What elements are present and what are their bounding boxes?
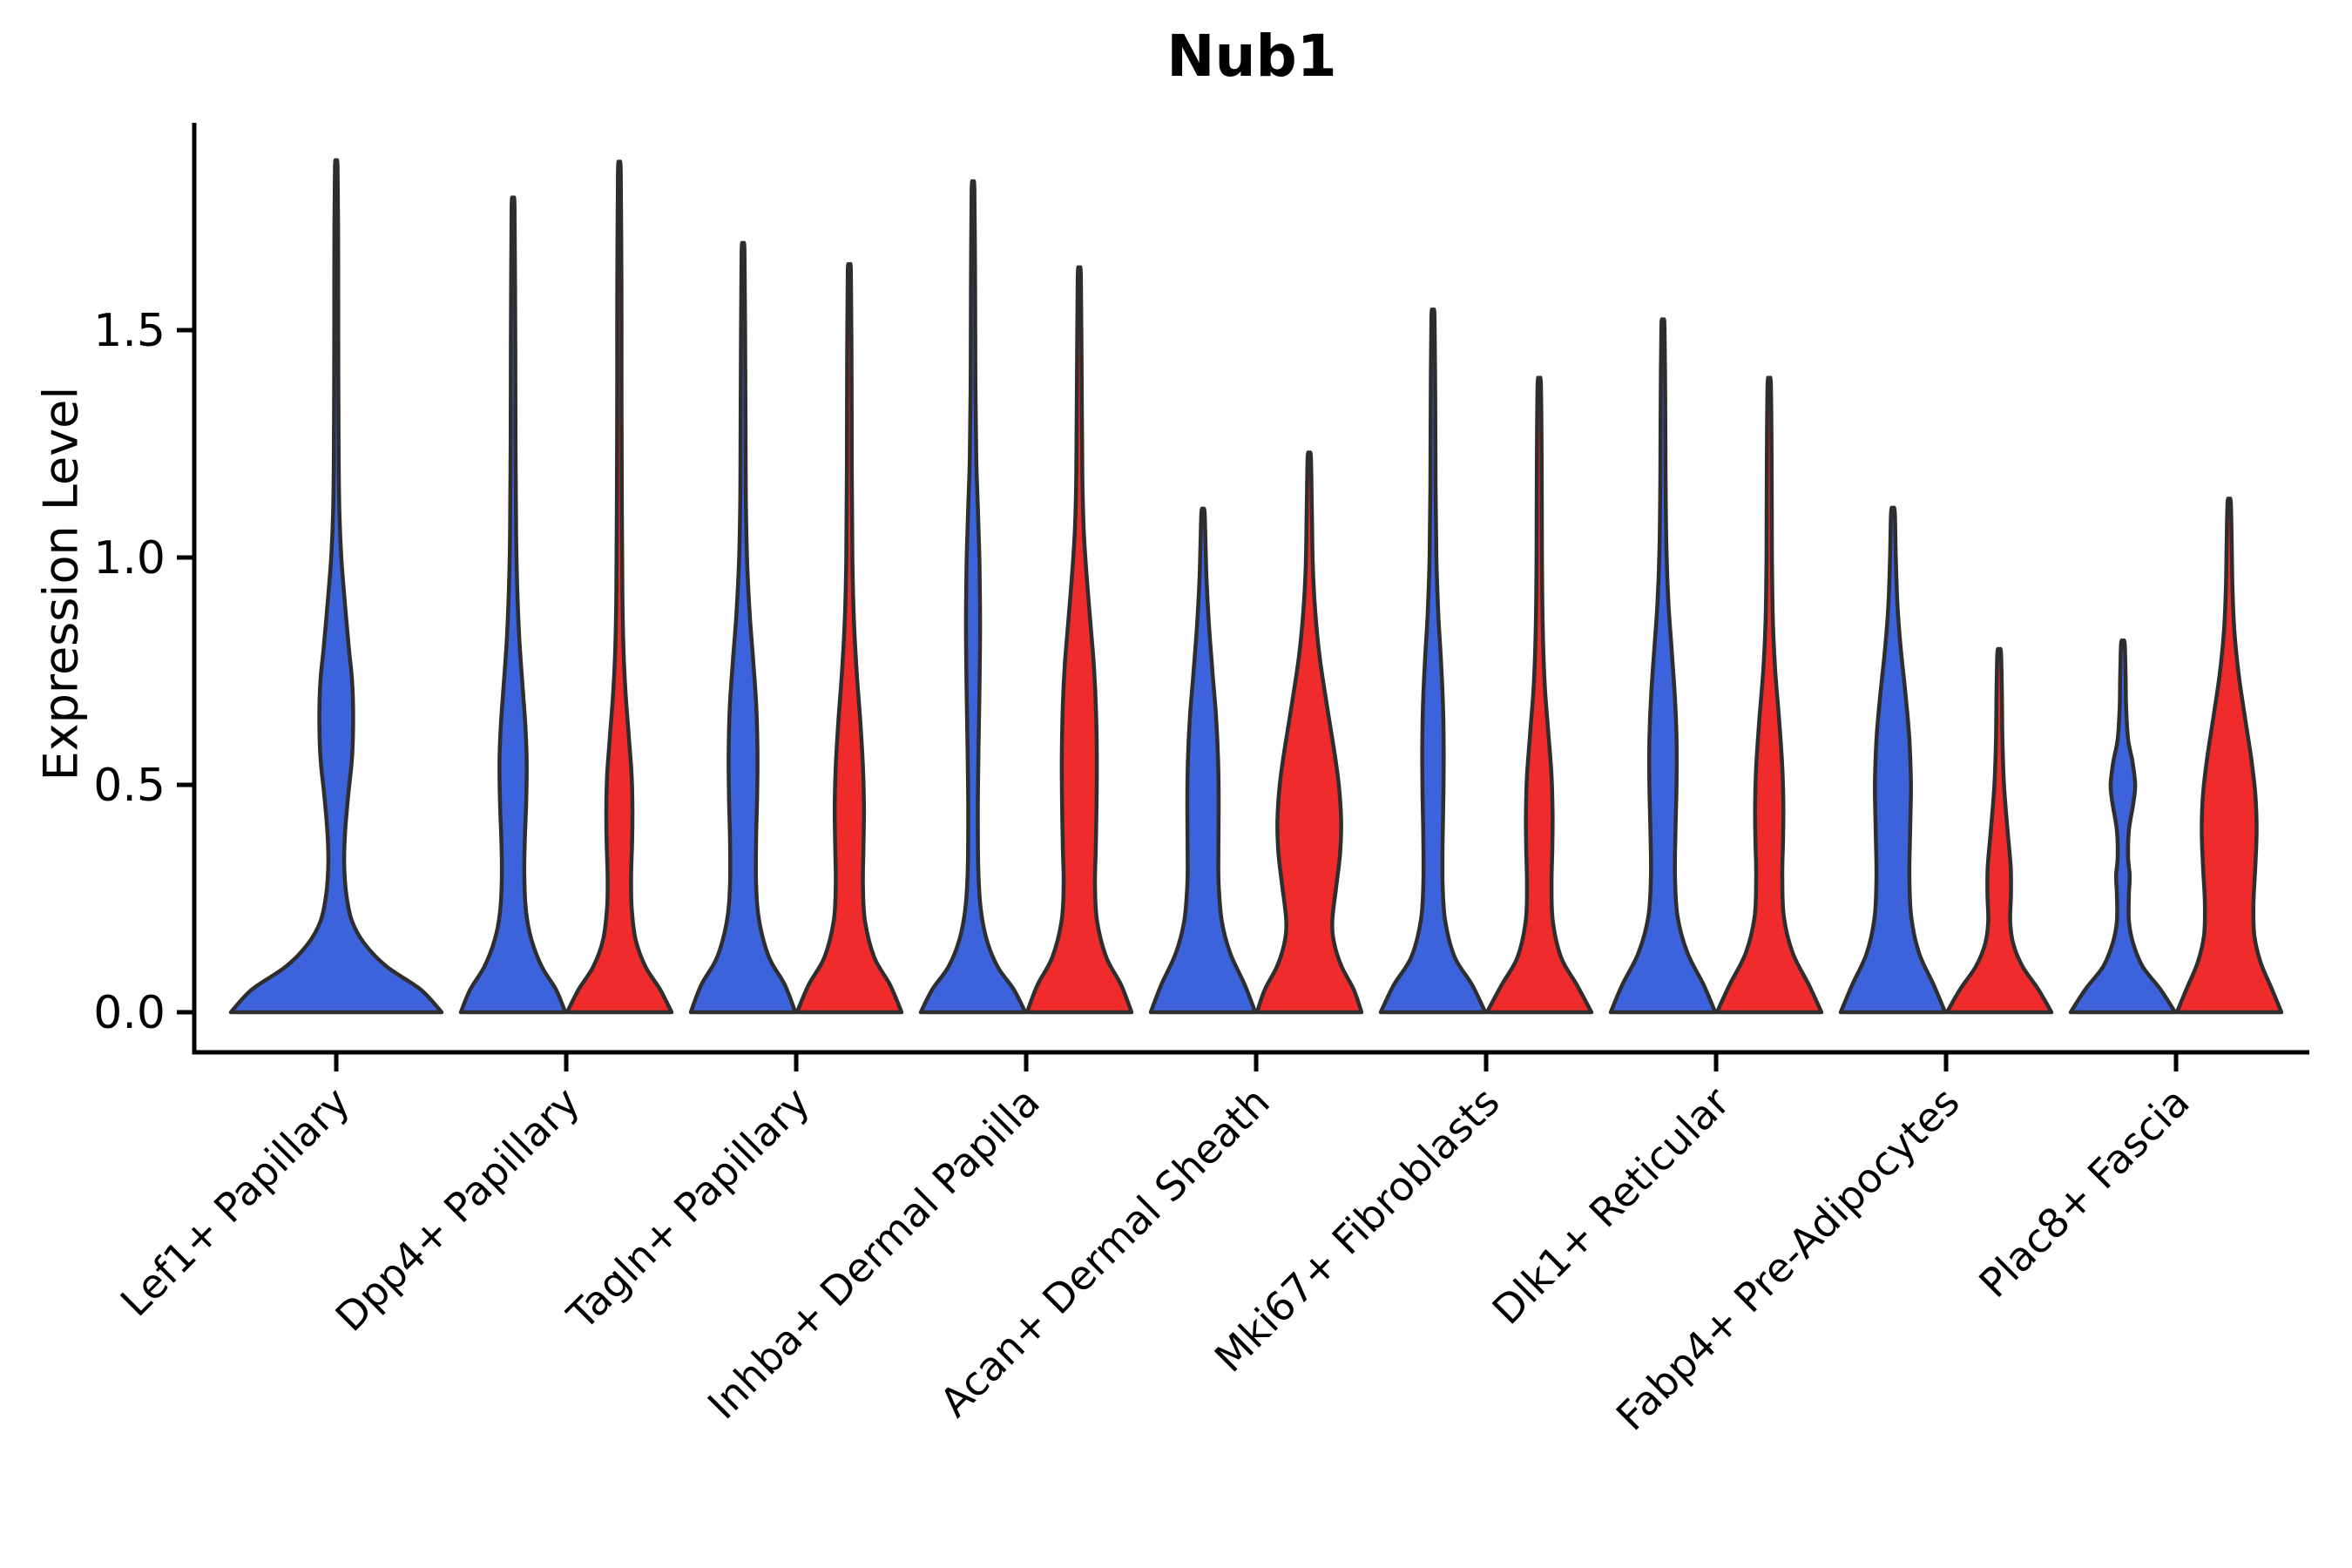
y-tick-label: 0.0 (93, 987, 166, 1039)
violin-blue-category-5 (1378, 308, 1488, 1015)
y-tick-label: 1.0 (93, 532, 166, 585)
violin-blue-category-8 (2068, 638, 2178, 1015)
violin-red-category-2 (794, 261, 904, 1015)
violin-blue-category-3 (918, 179, 1028, 1015)
x-tick-label: Lef1+ Papillary (112, 1078, 359, 1326)
violin-red-category-7 (1944, 646, 2054, 1015)
violin-blue-category-1 (458, 195, 568, 1015)
violin-red-category-1 (564, 159, 674, 1015)
chart-title: Nub1 (1166, 23, 1337, 90)
violin-blue-category-7 (1838, 505, 1948, 1015)
violin-red-category-6 (1714, 375, 1824, 1015)
violin-blue-category-4 (1148, 506, 1258, 1015)
violin-red-category-5 (1484, 375, 1594, 1015)
x-tick-label: Plac8+ Fascia (1970, 1078, 2198, 1307)
x-tick-label: Dpp4+ Papillary (327, 1078, 589, 1341)
violin-red-category-4 (1254, 450, 1364, 1015)
y-tick-label: 1.5 (93, 305, 166, 357)
violin-blue-category-0 (228, 158, 444, 1015)
violin-red-category-3 (1024, 265, 1134, 1015)
violin-blue-category-2 (688, 240, 798, 1015)
x-tick-label: Dlk1+ Reticular (1484, 1078, 1739, 1334)
violin-red-category-8 (2174, 497, 2284, 1015)
x-tick-label: Tagln+ Papillary (558, 1078, 819, 1340)
y-tick-label: 0.5 (93, 760, 166, 812)
violin-blue-category-6 (1608, 317, 1718, 1015)
